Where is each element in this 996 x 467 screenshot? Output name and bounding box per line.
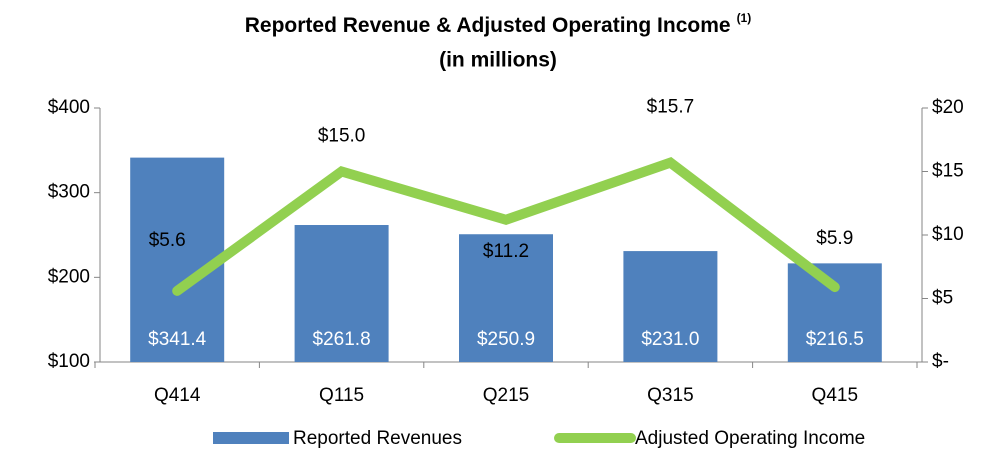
x-tick-label: Q414 xyxy=(154,385,201,406)
bar-value-label: $250.9 xyxy=(477,329,535,350)
bar xyxy=(787,263,882,362)
y2-tick-label: $15 xyxy=(932,161,964,182)
y-tick-label: $400 xyxy=(48,97,90,118)
bar-value-label: $216.5 xyxy=(806,329,864,350)
y-tick-label: $300 xyxy=(48,182,90,203)
bar xyxy=(623,251,718,362)
legend-label: Reported Revenues xyxy=(293,428,462,449)
bar xyxy=(130,157,225,362)
chart-subtitle: (in millions) xyxy=(439,49,557,72)
chart-title: Reported Revenue & Adjusted Operating In… xyxy=(245,11,751,36)
line-value-label: $11.2 xyxy=(483,241,529,262)
legend-label: Adjusted Operating Income xyxy=(635,428,865,449)
bar xyxy=(294,225,389,362)
title-text: Reported Revenue & Adjusted Operating In… xyxy=(245,14,731,37)
line-value-label: $15.0 xyxy=(318,126,366,147)
bar-value-label: $261.8 xyxy=(313,329,371,350)
line-value-label: $5.9 xyxy=(816,228,853,249)
x-tick-label: Q415 xyxy=(812,385,858,406)
legend-swatch xyxy=(213,432,289,444)
bar-value-label: $231.0 xyxy=(641,329,699,350)
y-tick-label: $200 xyxy=(48,266,90,287)
y2-tick-label: $20 xyxy=(932,97,964,118)
y2-tick-label: $- xyxy=(932,351,949,372)
line xyxy=(172,157,840,296)
y2-tick-label: $10 xyxy=(932,224,964,245)
y2-tick-label: $5 xyxy=(932,288,953,309)
line-value-label: $15.7 xyxy=(647,97,695,118)
y-tick-label: $100 xyxy=(48,351,90,372)
line-value-label: $5.6 xyxy=(149,230,186,251)
x-tick-label: Q215 xyxy=(483,385,529,406)
title-superscript: (1) xyxy=(737,11,752,25)
x-tick-label: Q115 xyxy=(319,385,364,406)
x-tick-label: Q315 xyxy=(647,385,693,406)
bar xyxy=(459,234,553,362)
bar-value-label: $341.4 xyxy=(148,329,207,350)
